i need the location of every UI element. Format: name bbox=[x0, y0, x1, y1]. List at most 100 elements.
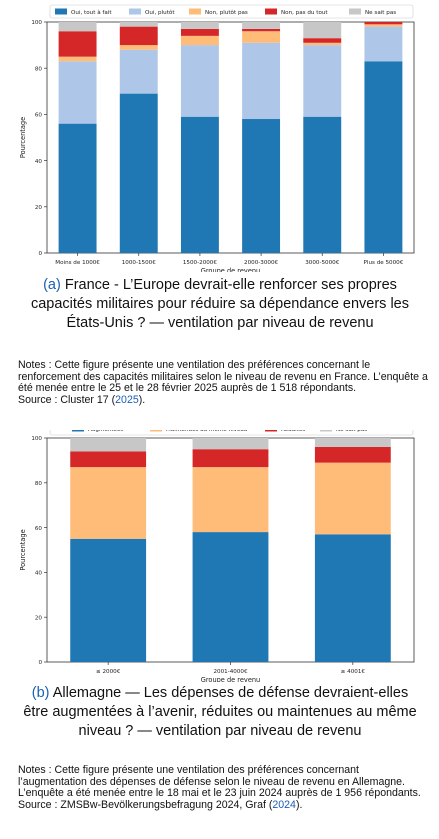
y-tick-label: 100 bbox=[31, 20, 42, 26]
bar-segment bbox=[314, 438, 391, 447]
notes-a-source-year[interactable]: 2025 bbox=[115, 393, 139, 406]
legend: Augmentées Maintenues au même niveau Rédui… bbox=[49, 430, 414, 436]
notes-a-text: Notes : Cette figure présente une ventil… bbox=[18, 359, 428, 395]
y-tick-label: 20 bbox=[35, 615, 43, 621]
x-axis-label: Groupe de revenu bbox=[201, 267, 261, 272]
x-tick-label: ≤ 2000€ bbox=[96, 669, 121, 675]
bar-segment bbox=[119, 22, 158, 27]
bar-segment bbox=[242, 42, 281, 120]
chart-france-income: Moins de 1000€ 1000-1500€ 1500-2000€ 2000-3… bbox=[19, 4, 415, 272]
x-tick-label: Moins de 1000€ bbox=[55, 260, 100, 266]
notes-b-source-suffix: ). bbox=[295, 798, 303, 811]
notes-a-source-prefix: Source : Cluster 17 ( bbox=[18, 393, 116, 406]
legend-label: Réduites bbox=[281, 430, 305, 433]
bar-segment bbox=[119, 93, 158, 253]
x-tick-label: 1000-1500€ bbox=[122, 260, 156, 266]
caption-a-label: (a) bbox=[43, 277, 61, 293]
bar-segment bbox=[70, 438, 147, 452]
x-tick-label: 2000-3000€ bbox=[244, 260, 278, 266]
legend-swatch bbox=[55, 8, 67, 15]
legend-label: Ne sait pas bbox=[336, 430, 367, 433]
caption-b-label: (b) bbox=[31, 685, 50, 701]
legend-swatch bbox=[265, 430, 277, 432]
bar-segment bbox=[58, 22, 97, 32]
bar-segment bbox=[119, 45, 158, 50]
bar-segment bbox=[364, 22, 403, 25]
bar-segment bbox=[119, 49, 158, 94]
y-tick-label: 60 bbox=[35, 526, 43, 532]
bar-segment bbox=[70, 538, 147, 662]
y-tick-label: 80 bbox=[35, 66, 43, 72]
x-tick-label: 2001-4000€ bbox=[213, 669, 247, 675]
bar-segment bbox=[119, 26, 158, 46]
legend-label: Non, pas du tout bbox=[281, 10, 328, 16]
bar-segment bbox=[180, 22, 219, 29]
bar-segment bbox=[242, 119, 281, 254]
notes-a: Notes : Cette figure présente une ventil… bbox=[18, 359, 428, 407]
y-tick-label: 60 bbox=[35, 113, 43, 119]
legend-label: Ne sait pas bbox=[365, 10, 396, 16]
bar-segment bbox=[58, 56, 97, 62]
legend-swatch bbox=[349, 8, 361, 15]
bar-segment bbox=[314, 462, 391, 535]
notes-b: Notes : Cette figure présente une ventil… bbox=[18, 764, 428, 812]
bar-segment bbox=[192, 449, 269, 468]
caption-a-text: France - L’Europe devrait-elle renforcer… bbox=[30, 277, 409, 331]
bar-segment bbox=[58, 61, 97, 124]
legend-swatch bbox=[129, 8, 141, 15]
notes-b-text: Notes : Cette figure présente une ventil… bbox=[18, 764, 421, 800]
bar-segment bbox=[303, 42, 342, 46]
bar-segment bbox=[180, 116, 219, 254]
bar-segment bbox=[303, 116, 342, 254]
caption-b-text: Allemagne — Les dépenses de défense devr… bbox=[23, 685, 417, 739]
y-axis-label: Pourcentage bbox=[19, 117, 27, 158]
legend-swatch bbox=[265, 8, 277, 15]
y-tick-label: 0 bbox=[38, 251, 42, 257]
caption-b: (b) Allemagne — Les dépenses de défense … bbox=[18, 684, 422, 741]
bar-segment bbox=[314, 446, 391, 463]
bar-segment bbox=[180, 28, 219, 36]
chart-germany-income: ≤ 2000€ 2001-4000€ ≥ 4001€ 0 20 40 60 80 100 Grou… bbox=[19, 430, 415, 682]
bar-segment bbox=[364, 24, 403, 27]
bar-segment bbox=[70, 467, 147, 539]
legend-label: Non, plutôt pas bbox=[205, 9, 248, 16]
bar-segment bbox=[242, 31, 281, 43]
bar-segment bbox=[70, 451, 147, 468]
legend-label: Maintenues au même niveau bbox=[166, 430, 248, 433]
legend-swatch bbox=[72, 430, 84, 432]
notes-b-source-prefix: Source : ZMSBw-Bevölkerungsbefragung 202… bbox=[18, 798, 273, 811]
legend-swatch bbox=[320, 430, 332, 432]
legend-label: Augmentées bbox=[88, 430, 123, 433]
bar-segment bbox=[303, 38, 342, 43]
x-tick-label: 3000-5000€ bbox=[305, 260, 339, 266]
y-tick-label: 40 bbox=[35, 571, 43, 577]
bar-segment bbox=[364, 61, 403, 253]
bar-segment bbox=[303, 45, 342, 117]
bar-segment bbox=[58, 123, 97, 253]
bar-segment bbox=[242, 28, 281, 32]
y-tick-label: 0 bbox=[38, 660, 42, 666]
y-tick-label: 20 bbox=[35, 205, 43, 211]
x-tick-label: 1500-2000€ bbox=[183, 260, 217, 266]
y-tick-label: 100 bbox=[31, 436, 42, 442]
legend-swatch bbox=[189, 8, 201, 15]
y-tick-label: 40 bbox=[35, 159, 43, 165]
bar-segment bbox=[180, 35, 219, 46]
bar-segment bbox=[303, 22, 342, 39]
legend-label: Oui, plutôt bbox=[145, 9, 175, 16]
notes-b-source-year[interactable]: 2024 bbox=[272, 798, 296, 811]
notes-b-source: Source : ZMSBw-Bevölkerungsbefragung 202… bbox=[18, 798, 428, 812]
legend-swatch bbox=[150, 430, 162, 432]
bar-segment bbox=[180, 45, 219, 117]
notes-a-source: Source : Cluster 17 (2025). bbox=[18, 393, 428, 407]
x-tick-label: Plus de 5000€ bbox=[364, 260, 404, 266]
notes-a-source-suffix: ). bbox=[138, 393, 146, 406]
bar-segment bbox=[242, 22, 281, 29]
y-axis-label: Pourcentage bbox=[19, 529, 27, 570]
caption-a: (a) France - L’Europe devrait-elle renfo… bbox=[18, 276, 422, 333]
bar-segment bbox=[58, 31, 97, 57]
bar-segment bbox=[192, 532, 269, 662]
bar-segment bbox=[192, 438, 269, 450]
bar-segment bbox=[364, 26, 403, 62]
x-tick-label: ≥ 4001€ bbox=[341, 669, 366, 675]
